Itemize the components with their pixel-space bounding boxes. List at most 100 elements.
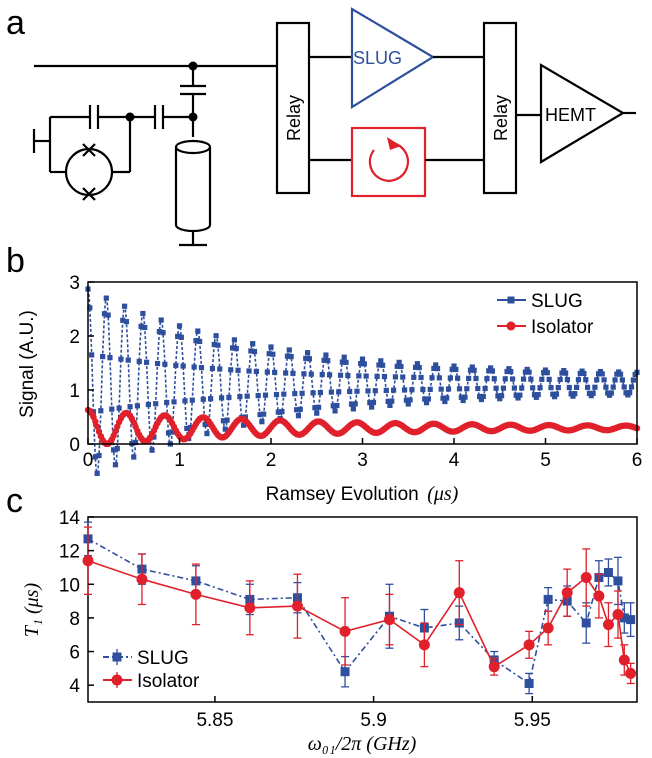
data-point xyxy=(92,418,99,425)
data-point xyxy=(330,403,336,409)
series-isolator xyxy=(84,406,641,448)
y-tick-label: 4 xyxy=(69,676,80,697)
data-point xyxy=(515,395,521,401)
data-point xyxy=(195,328,201,334)
data-point xyxy=(471,367,477,373)
data-point xyxy=(416,365,422,371)
data-point xyxy=(171,399,177,405)
x-tick-label: 5.9 xyxy=(360,710,386,731)
data-point xyxy=(414,361,420,367)
data-point xyxy=(398,363,404,370)
panel-c-y-axis-label: T₁ (μs) xyxy=(21,583,43,638)
data-point xyxy=(308,371,314,377)
data-point xyxy=(229,345,236,351)
data-point xyxy=(575,377,582,383)
resonator-body xyxy=(174,147,212,233)
data-point xyxy=(136,358,142,365)
data-point xyxy=(217,366,223,372)
data-point xyxy=(389,398,395,404)
data-point xyxy=(134,403,141,409)
data-point xyxy=(142,324,148,331)
panel-a-circuit: a Relay xyxy=(6,4,636,247)
y-tick-label: 14 xyxy=(59,508,81,529)
data-point xyxy=(190,588,202,600)
data-point xyxy=(257,412,263,418)
data-point xyxy=(557,376,563,383)
data-point xyxy=(193,338,199,344)
data-point xyxy=(261,411,267,417)
data-point xyxy=(574,384,580,390)
data-point xyxy=(491,376,497,382)
data-point xyxy=(400,374,406,380)
data-point xyxy=(392,374,399,380)
data-point xyxy=(198,365,205,371)
data-point xyxy=(310,390,316,396)
data-point xyxy=(383,387,389,393)
data-point xyxy=(350,406,356,412)
data-point xyxy=(544,370,550,376)
data-point xyxy=(612,377,618,383)
panel-c-x-axis-label: ω₀₁/2π (GHz) xyxy=(308,733,417,755)
data-point xyxy=(533,394,539,400)
relay-right-label: Relay xyxy=(491,95,511,141)
x-tick-label: 1 xyxy=(174,450,185,471)
data-point xyxy=(617,371,624,377)
data-point xyxy=(122,303,128,309)
data-point xyxy=(187,424,194,431)
legend-marker xyxy=(506,321,516,331)
data-point xyxy=(96,452,102,459)
data-point xyxy=(453,587,465,599)
legend-label: Isolator xyxy=(137,671,200,692)
data-point xyxy=(220,418,227,424)
data-point xyxy=(381,374,388,380)
panel-b-x-axis-title: Ramsey Evolution (μs) xyxy=(266,483,459,505)
data-point xyxy=(354,388,360,394)
data-point xyxy=(593,590,605,602)
data-point xyxy=(460,397,466,404)
data-point xyxy=(120,317,126,323)
data-point xyxy=(548,385,554,391)
data-point xyxy=(539,376,545,382)
data-point xyxy=(334,402,340,409)
data-point xyxy=(297,406,303,412)
data-point xyxy=(391,387,397,393)
x-tick-label: 5.95 xyxy=(514,710,551,731)
data-point xyxy=(610,384,616,390)
data-point xyxy=(306,356,313,362)
data-point xyxy=(412,364,419,371)
data-point xyxy=(526,369,532,375)
data-point xyxy=(480,393,486,400)
data-point xyxy=(165,430,172,436)
data-point xyxy=(266,351,272,357)
data-point xyxy=(369,404,375,410)
data-point xyxy=(370,399,377,406)
data-point xyxy=(466,375,472,381)
data-point xyxy=(235,367,241,373)
data-point xyxy=(291,600,303,612)
data-point xyxy=(283,370,289,376)
data-point xyxy=(458,394,464,400)
data-point xyxy=(497,396,503,402)
data-point xyxy=(444,395,450,401)
slug-amplifier xyxy=(350,7,436,109)
data-point xyxy=(530,385,536,391)
panel-b-x-axis-unit: (μs) xyxy=(427,483,458,505)
data-point xyxy=(396,359,402,365)
data-point xyxy=(359,356,366,362)
x-tick-label: 5 xyxy=(540,450,551,471)
data-point xyxy=(378,358,384,364)
data-point xyxy=(339,625,351,637)
data-point xyxy=(478,396,485,403)
data-point xyxy=(250,341,256,347)
data-point xyxy=(599,371,605,377)
data-point xyxy=(482,385,488,392)
panel-b-legend: SLUG Isolator xyxy=(497,291,594,338)
data-point xyxy=(101,311,108,317)
data-point xyxy=(200,396,206,402)
data-point xyxy=(583,377,589,383)
data-point xyxy=(341,354,347,360)
data-point xyxy=(328,389,334,395)
data-point xyxy=(383,614,395,626)
resonator-top xyxy=(174,139,212,155)
